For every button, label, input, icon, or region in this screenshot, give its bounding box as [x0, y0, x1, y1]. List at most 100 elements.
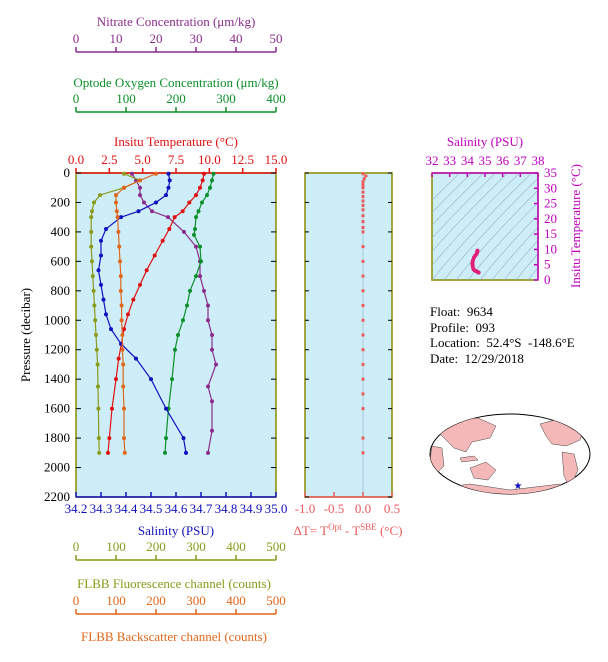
delta-t-data-point: [361, 289, 365, 293]
ts-temperature-tick-label: 10: [544, 241, 557, 256]
ts-series: [470, 248, 481, 275]
float-info-panel: Float: 9634 Profile: 093 Location: 52.4°…: [430, 304, 575, 366]
salinity-data-point: [104, 312, 108, 317]
fluorescence-axis-tick-label: 0: [73, 539, 80, 554]
backscatter-data-point: [117, 244, 122, 249]
pressure-axis: 0 200 400 600 800 1000 1200 1400 1600 1800 2000 220…: [44, 165, 276, 504]
nitrate-data-point: [202, 288, 206, 293]
pressure-axis-tick-label: 200: [51, 194, 71, 209]
nitrate-data-point: [206, 450, 210, 455]
backscatter-axis-tick-label: 300: [186, 593, 206, 608]
temperature-axis-tick-label: 0.0: [68, 152, 84, 167]
delta-t-data-point: [361, 318, 365, 322]
temperature-data-point: [110, 406, 114, 411]
salinity-data-point: [104, 226, 108, 231]
temperature-axis-tick-label: 2.5: [101, 152, 117, 167]
ts-density-contour: [432, 173, 533, 280]
backscatter-data-point: [114, 200, 118, 205]
pressure-axis-tick-label: 1200: [44, 342, 70, 357]
nitrate-data-point: [142, 200, 146, 205]
profile-number: Profile: 093: [430, 319, 495, 335]
fluorescence-axis-tick-label: 100: [106, 539, 126, 554]
ts-density-contour: [432, 173, 509, 252]
pressure-axis-tick-label: 800: [51, 283, 71, 298]
ts-salinity-tick-label: 32: [426, 153, 439, 168]
nitrate-data-point: [210, 428, 214, 433]
pressure-axis-tick-label: 1000: [44, 312, 70, 327]
backscatter-data-point: [120, 333, 125, 337]
nitrate-data-point: [150, 209, 154, 214]
salinity-data-point: [99, 282, 103, 287]
backscatter-data-point: [122, 436, 126, 441]
temperature-axis: 0.0 2.5 5.0 7.5 10.0 12.5 15.0: [68, 152, 287, 174]
ts-temperature-tick-label: 25: [544, 196, 557, 211]
pressure-axis-tick-label: 1600: [44, 401, 70, 416]
temperature-data-point: [180, 209, 185, 214]
salinity-data-point: [119, 215, 123, 220]
backscatter-data-point: [114, 193, 118, 198]
fluorescence-data-point: [93, 318, 98, 323]
oxygen-axis-tick-label: 0: [73, 91, 80, 106]
temperature-data-point: [138, 282, 142, 287]
nitrate-data-point: [210, 347, 214, 352]
fluorescence-axis: 0 100 200 300 400 500: [73, 539, 286, 561]
backscatter-axis-tick-label: 400: [226, 593, 246, 608]
ts-density-contour: [515, 253, 538, 280]
delta-t-data-point: [361, 377, 365, 381]
salinity-axis-tick-label: 34.5: [140, 501, 163, 516]
ts-temperature-tick-label: 5: [544, 257, 551, 272]
temperature-axis-label: Insitu Temperature (°C): [114, 134, 238, 149]
salinity-data-point: [164, 406, 168, 411]
nitrate-data-point: [182, 229, 186, 234]
backscatter-data-point: [118, 259, 122, 264]
salinity-axis-tick-label: 34.3: [90, 501, 113, 516]
oxygen-data-point: [193, 226, 197, 231]
oxygen-axis-tick-label: 400: [266, 91, 286, 106]
ts-density-contour: [432, 173, 485, 226]
salinity-data-point: [166, 171, 171, 176]
oxygen-data-point: [176, 333, 180, 337]
pressure-axis-tick-label: 1400: [44, 371, 70, 386]
salinity-data-point: [96, 268, 101, 273]
salinity-axis-label: Salinity (PSU): [138, 523, 214, 538]
temperature-axis-tick-label: 10.0: [198, 152, 221, 167]
fluorescence-data-point: [96, 406, 101, 411]
nitrate-data-point: [206, 303, 210, 308]
salinity-data-point: [134, 356, 138, 361]
nitrate-axis: 0 10 20 30 40 50: [73, 31, 283, 53]
ts-density-contour: [432, 173, 473, 214]
temperature-data-point: [116, 356, 121, 361]
delta-t-data-point: [361, 195, 365, 199]
delta-t-data-point: [361, 208, 365, 212]
nitrate-data-point: [130, 171, 134, 176]
nitrate-axis-tick-label: 20: [150, 31, 163, 46]
fluorescence-axis-tick-label: 200: [146, 539, 166, 554]
temperature-data-point: [131, 297, 136, 302]
backscatter-data-point: [122, 450, 127, 455]
salinity-data-point: [149, 377, 153, 382]
delta-t-data-point: [361, 451, 365, 455]
delta-t-data-point: [361, 183, 365, 187]
ts-salinity-tick-label: 37: [514, 153, 528, 168]
backscatter-data-point: [118, 288, 123, 293]
ts-temperature-tick-label: 15: [544, 226, 557, 241]
backscatter-axis-tick-label: 500: [266, 593, 286, 608]
oxygen-axis-label: Optode Oxygen Concentration (μm/kg): [73, 75, 278, 90]
nitrate-data-point: [214, 362, 218, 367]
nitrate-data-point: [166, 215, 170, 220]
delta-t-data-point: [361, 392, 365, 396]
delta-t-data-point: [361, 214, 365, 218]
oxygen-data-point: [194, 215, 198, 220]
fluorescence-data-point: [90, 259, 94, 264]
ts-density-contour: [491, 226, 538, 280]
delta-t-series: [361, 172, 368, 497]
fluorescence-data-point: [98, 193, 102, 198]
salinity-axis: 34.2 34.3 34.4 34.5 34.6 34.7 34.8 34.9 35.0: [65, 492, 287, 516]
oxygen-axis-tick-label: 100: [116, 91, 136, 106]
delta-t-axis-tick-label: 0.5: [384, 501, 400, 516]
temperature-data-point: [152, 253, 157, 258]
location: Location: 52.4°S -148.6°E: [430, 335, 575, 350]
temperature-data-point: [194, 193, 198, 198]
date: Date: 12/29/2018: [430, 350, 524, 366]
temperature-axis-tick-label: 5.0: [135, 152, 151, 167]
